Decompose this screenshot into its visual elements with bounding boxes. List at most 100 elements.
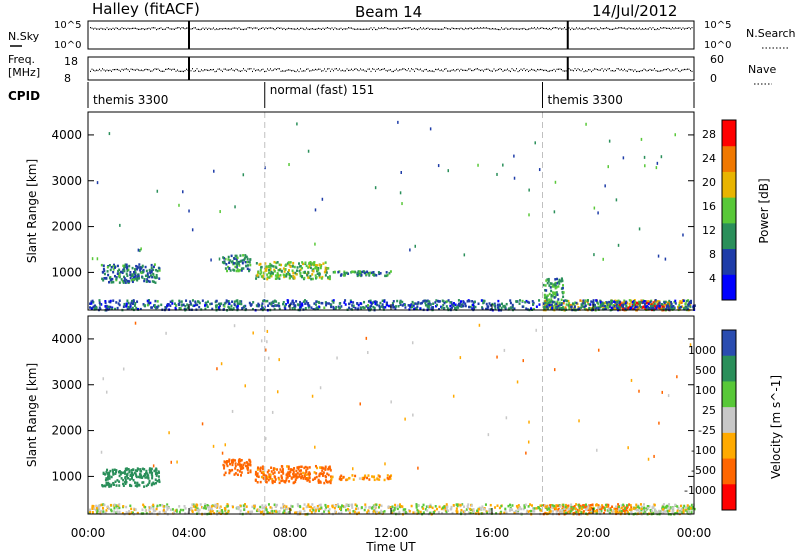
nsky-point — [217, 28, 219, 31]
echo-cell — [667, 301, 670, 305]
echo-cell — [266, 265, 269, 269]
nsky-point — [210, 28, 211, 30]
echo-cell — [93, 308, 96, 311]
nsky-point — [136, 28, 138, 30]
echo-cell — [554, 281, 557, 285]
freq-point — [559, 68, 561, 70]
echo-cell — [257, 275, 260, 279]
scatter-point — [622, 156, 625, 160]
echo-cell — [620, 305, 623, 309]
velocity-colorbar-cell — [722, 458, 736, 485]
echo-cell — [650, 306, 653, 310]
nsky-point — [507, 28, 508, 30]
freq-point — [529, 69, 531, 72]
echo-cell — [392, 306, 395, 309]
echo-cell — [554, 505, 557, 509]
echo-cell — [378, 478, 381, 481]
nsky-point — [376, 28, 378, 31]
echo-cell — [432, 510, 435, 514]
echo-cell — [558, 303, 561, 307]
nsky-point — [97, 28, 99, 30]
echo-cell — [424, 301, 427, 305]
echo-cell — [109, 268, 112, 272]
echo-cell — [122, 482, 125, 486]
power-colorbar-tick: 28 — [702, 128, 716, 141]
echo-cell — [522, 507, 525, 511]
echo-cell — [603, 304, 606, 308]
echo-cell — [270, 510, 273, 513]
echo-cell — [301, 266, 304, 270]
nsky-point — [612, 28, 613, 30]
echo-cell — [155, 268, 158, 272]
echo-cell — [105, 481, 108, 485]
echo-cell — [315, 475, 318, 479]
freq-point — [213, 68, 214, 71]
freq-point — [160, 70, 162, 72]
echo-cell — [308, 471, 311, 474]
freq-point — [309, 70, 310, 72]
freq-point — [652, 69, 654, 71]
echo-cell — [521, 299, 524, 303]
velocity-colorbar-tick: 25 — [702, 404, 716, 417]
nsky-point — [408, 27, 409, 29]
freq-point — [274, 68, 276, 70]
freq-point — [547, 70, 549, 73]
freq-point — [375, 70, 376, 72]
echo-cell — [383, 510, 386, 513]
echo-cell — [298, 265, 301, 268]
freq-point — [124, 68, 126, 70]
echo-cell — [402, 509, 405, 513]
freq-series — [90, 57, 693, 80]
echo-cell — [278, 263, 281, 267]
nsky-point — [171, 28, 172, 30]
echo-cell — [285, 512, 288, 515]
echo-cell — [477, 510, 480, 514]
echo-cell — [131, 280, 134, 284]
nsky-point — [487, 27, 489, 30]
echo-cell — [432, 306, 435, 309]
echo-cell — [658, 306, 661, 309]
echo-cell — [235, 254, 238, 258]
nsky-point — [349, 27, 351, 29]
nsky-point — [406, 27, 408, 29]
echo-cell — [95, 307, 98, 311]
freq-point — [181, 70, 183, 72]
nsky-point — [667, 27, 669, 29]
echo-cell — [667, 305, 670, 308]
echo-cell — [325, 480, 328, 484]
nsky-point — [588, 27, 589, 29]
echo-cell — [90, 302, 93, 305]
scatter-point — [108, 132, 111, 136]
echo-cell — [248, 269, 251, 273]
nsky-point — [489, 28, 490, 30]
echo-cell — [407, 304, 410, 307]
y-tick-label: 4000 — [51, 128, 82, 142]
echo-cell — [102, 267, 105, 271]
echo-cell — [366, 476, 369, 480]
echo-cell — [134, 481, 137, 484]
nsky-point — [306, 27, 307, 29]
echo-cell — [359, 273, 362, 277]
echo-cell — [150, 270, 153, 274]
echo-cell — [307, 276, 310, 279]
freq-point — [468, 68, 469, 70]
echo-cell — [228, 266, 231, 270]
scatter-point — [267, 356, 270, 360]
echo-cell — [101, 506, 104, 510]
echo-cell — [110, 277, 113, 281]
echo-cell — [345, 478, 348, 482]
echo-cell — [579, 504, 582, 508]
echo-cell — [147, 483, 150, 486]
echo-cell — [277, 476, 280, 480]
echo-cell — [668, 506, 671, 510]
echo-cell — [688, 507, 691, 511]
echo-cell — [146, 275, 149, 279]
echo-cell — [302, 471, 305, 475]
echo-cell — [385, 301, 388, 305]
freq-point — [243, 68, 244, 70]
echo-cell — [622, 305, 625, 309]
nsky-point — [430, 27, 432, 30]
echo-cell — [248, 261, 251, 264]
echo-cell — [146, 472, 149, 475]
echo-cell — [304, 306, 307, 310]
